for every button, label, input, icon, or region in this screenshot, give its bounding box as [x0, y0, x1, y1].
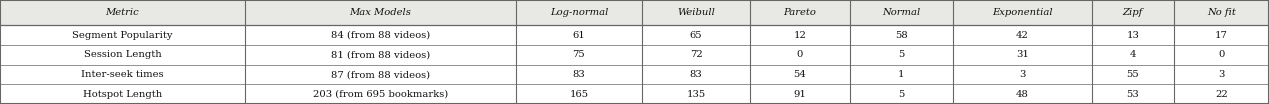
Text: 75: 75	[572, 50, 585, 59]
Text: Segment Popularity: Segment Popularity	[72, 31, 173, 40]
Text: 203 (from 695 bookmarks): 203 (from 695 bookmarks)	[313, 90, 448, 99]
Text: 4: 4	[1129, 50, 1136, 59]
Text: 135: 135	[687, 90, 706, 99]
Text: 53: 53	[1127, 90, 1140, 99]
Text: Max Models: Max Models	[349, 8, 411, 17]
Text: 55: 55	[1127, 70, 1140, 79]
Text: 83: 83	[689, 70, 703, 79]
Text: 87 (from 88 videos): 87 (from 88 videos)	[331, 70, 430, 79]
Text: 72: 72	[689, 50, 703, 59]
Text: Exponential: Exponential	[992, 8, 1052, 17]
Text: 165: 165	[570, 90, 589, 99]
Text: 81 (from 88 videos): 81 (from 88 videos)	[331, 50, 430, 59]
Text: 1: 1	[898, 70, 905, 79]
Text: 91: 91	[793, 90, 806, 99]
Text: 13: 13	[1127, 31, 1140, 40]
Text: Normal: Normal	[882, 8, 920, 17]
Text: 3: 3	[1019, 70, 1025, 79]
Text: 5: 5	[898, 90, 905, 99]
Text: 65: 65	[690, 31, 702, 40]
Text: Inter-seek times: Inter-seek times	[81, 70, 164, 79]
Text: Pareto: Pareto	[783, 8, 816, 17]
Text: 5: 5	[898, 50, 905, 59]
Text: 3: 3	[1218, 70, 1225, 79]
Text: 22: 22	[1214, 90, 1227, 99]
Text: 48: 48	[1015, 90, 1029, 99]
Text: Metric: Metric	[105, 8, 140, 17]
Text: Session Length: Session Length	[84, 50, 161, 59]
Text: No fit: No fit	[1207, 8, 1236, 17]
Text: 0: 0	[797, 50, 803, 59]
Text: 58: 58	[895, 31, 907, 40]
Text: 17: 17	[1214, 31, 1228, 40]
Text: 31: 31	[1015, 50, 1029, 59]
Text: Weibull: Weibull	[678, 8, 714, 17]
Text: 61: 61	[572, 31, 585, 40]
Text: Zipf: Zipf	[1123, 8, 1143, 17]
Text: 0: 0	[1218, 50, 1225, 59]
Text: 84 (from 88 videos): 84 (from 88 videos)	[331, 31, 430, 40]
Text: 12: 12	[793, 31, 806, 40]
Text: Hotspot Length: Hotspot Length	[82, 90, 162, 99]
Text: Log-normal: Log-normal	[549, 8, 608, 17]
Text: 42: 42	[1015, 31, 1029, 40]
Text: 83: 83	[572, 70, 585, 79]
Text: 54: 54	[793, 70, 806, 79]
